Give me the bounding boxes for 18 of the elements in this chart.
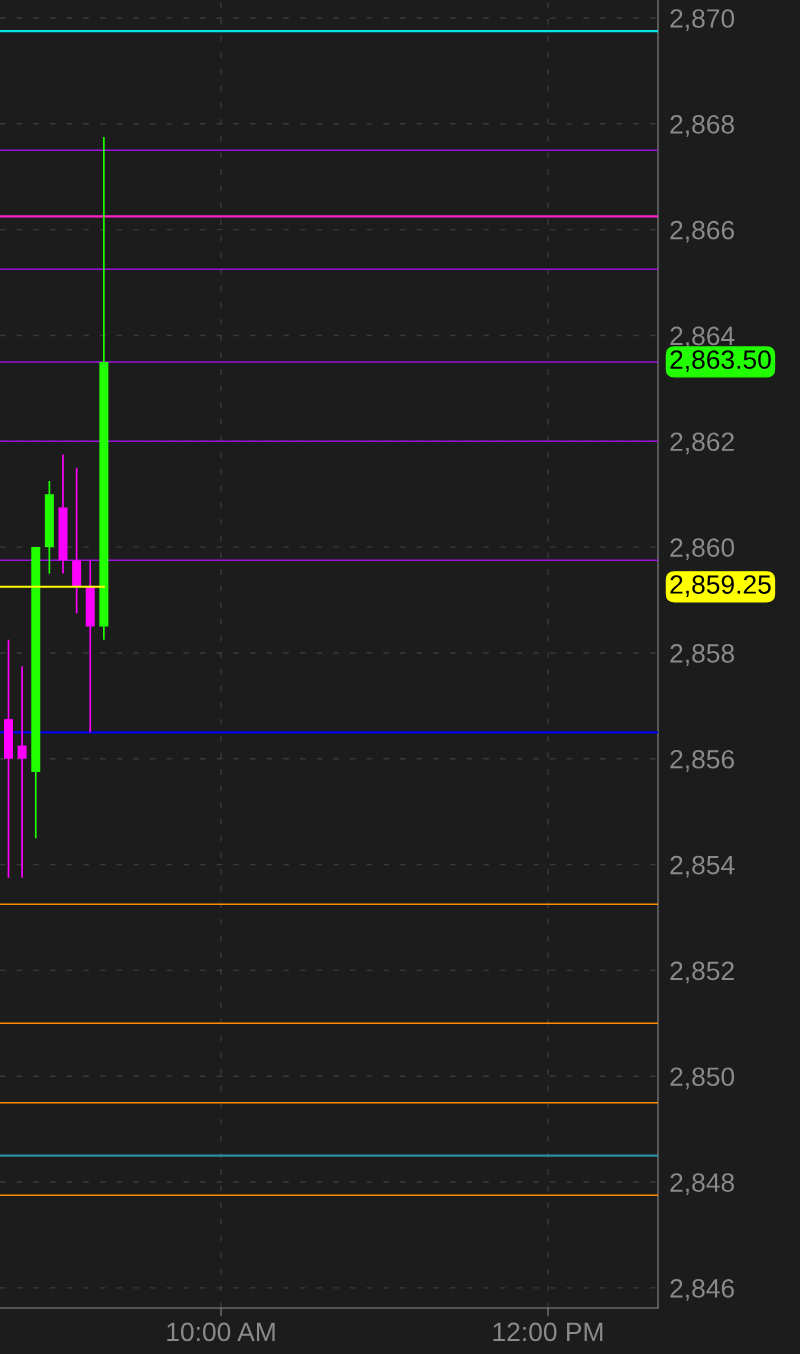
y-tick-label: 2,868 [670, 114, 734, 137]
y-tick-label: 2,856 [670, 749, 734, 772]
y-tick-label: 2,866 [670, 220, 734, 243]
x-tick-label: 10:00 AM [167, 1322, 275, 1342]
ref-line-label: 2,863.50 [670, 350, 771, 373]
candlestick [17, 665, 27, 879]
x-tick-label: 12:00 PM [493, 1322, 603, 1342]
text: 2,859.25 [670, 575, 771, 597]
y-tick-label: 2,854 [670, 855, 735, 878]
y-tick-label: 2,846 [670, 1279, 734, 1301]
y-tick-label: 2,850 [670, 1067, 735, 1090]
y-tick-label: 2,852 [670, 961, 734, 984]
y-tick-label: 2,864 [670, 326, 735, 349]
y-tick-label: 2,870 [670, 9, 735, 31]
y-tick-label: 2,858 [670, 644, 734, 666]
y-tick-label: 2,848 [670, 1173, 734, 1196]
y-tick-label: 2,860 [670, 538, 735, 561]
y-tick-label: 2,862 [670, 432, 734, 455]
